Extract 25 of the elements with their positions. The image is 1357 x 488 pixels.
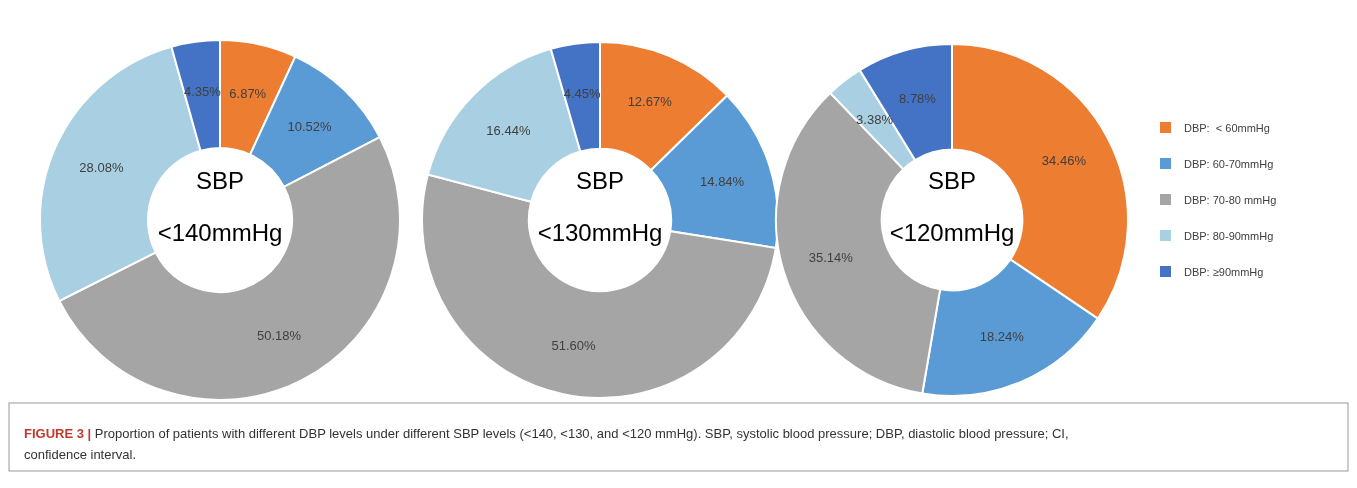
text: SBP: [575, 166, 625, 194]
data-label: 35.14%: [808, 249, 854, 265]
text: SBP: [927, 166, 977, 194]
data-label: 18.24%: [979, 329, 1025, 345]
legend-label: DBP: 80-90mmHg: [1184, 230, 1274, 242]
data-label: 14.84%: [700, 173, 745, 189]
data-label: 50.18%: [256, 327, 302, 343]
text: SBP: [195, 166, 245, 194]
data-label: 8.78%: [899, 90, 937, 106]
data-label: 6.87%: [229, 85, 267, 101]
data-label: 3.38%: [856, 112, 894, 128]
text: <140mmHg: [157, 218, 283, 246]
data-label: 34.46%: [1041, 153, 1087, 169]
legend-label: DBP: 70-80 mmHg: [1184, 194, 1277, 206]
text: <130mmHg: [537, 218, 663, 246]
legend-label: DBP: < 60mmHg: [1184, 122, 1270, 134]
data-label: 10.52%: [287, 118, 332, 134]
data-label: 16.44%: [486, 122, 531, 138]
data-label: 12.67%: [627, 94, 673, 110]
legend-label: DBP: ≥90mmHg: [1184, 266, 1264, 278]
legend-label: DBP: 60-70mmHg: [1184, 158, 1274, 170]
data-label: 51.60%: [551, 337, 597, 353]
caption: FIGURE 3 | Proportion of patients with different DBP levels under different SBP levels (<140, <130, and <120 mmHg). SBP, systolic blood pressure; DBP, diastolic blood pressure; CI, confidence interval.: [24, 426, 1069, 462]
data-label: 28.08%: [79, 160, 124, 176]
text: <120mmHg: [889, 218, 1015, 246]
